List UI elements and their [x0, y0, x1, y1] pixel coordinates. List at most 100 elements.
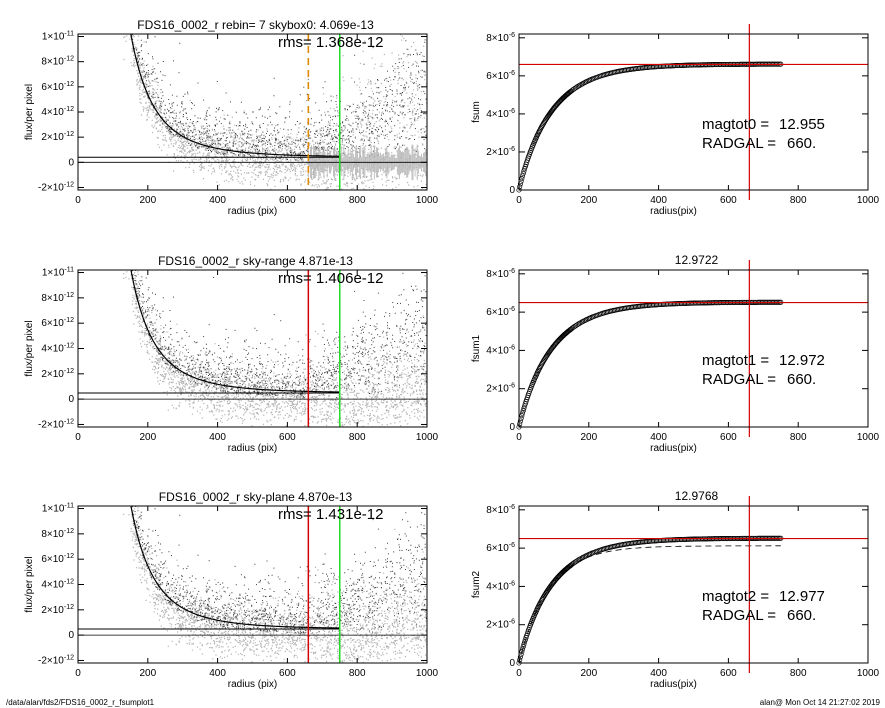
- y-axis-label: flux/per pixel: [24, 556, 35, 612]
- x-axis-label: radius(pix): [650, 206, 697, 217]
- magtot-label: magtot1 =: [702, 352, 769, 369]
- xtick-label: 600: [720, 668, 737, 679]
- xtick-label: 800: [349, 668, 366, 679]
- xtick-label: 1000: [857, 432, 880, 443]
- fsum-ytick-label-3: 2×10-6: [486, 383, 515, 395]
- flux-ytick-label-1: 8×10-12: [41, 56, 74, 68]
- fsum-point: [519, 649, 525, 655]
- flux-ytick-text-6: -2×10-12: [38, 181, 74, 193]
- flux-panel-2: 0 200 400 600 800 1000 1×10-11 8×10-12 6×10-12 4×…: [24, 254, 439, 454]
- flux-ytick-text-0: 1×10-11: [42, 31, 74, 43]
- fsum-ytick-label-0: 8×10-6: [486, 504, 515, 516]
- fsum-ytick-label-2: 4×10-6: [486, 580, 515, 592]
- magtot-label: magtot2 =: [702, 588, 769, 605]
- xtick-label: 200: [580, 668, 597, 679]
- x-axis-label: radius(pix): [650, 443, 697, 454]
- fsum-ytick-label-1: 6×10-6: [486, 306, 515, 318]
- flux-ytick-text-4: 2×10-12: [41, 604, 74, 616]
- x-axis-label: radius (pix): [228, 206, 277, 217]
- xtick-label: 200: [139, 432, 156, 443]
- plot-area: [78, 270, 427, 427]
- profile-curve: [130, 34, 340, 157]
- fsum-point: [522, 164, 528, 170]
- radgal-value: 660.: [787, 371, 816, 388]
- fsum-point: [521, 405, 527, 411]
- flux-ytick-text-1: 8×10-12: [41, 56, 74, 68]
- fsum-ytick-label-1: 6×10-6: [486, 70, 515, 82]
- axes-frame: [518, 505, 869, 664]
- flux-ytick-label-1: 8×10-12: [41, 528, 74, 540]
- flux-ytick-text-5: 0: [68, 394, 74, 405]
- footer-timestamp: alan@ Mon Oct 14 21:27:02 2019: [760, 698, 881, 707]
- flux-panel-1: 0 200 400 600 800 1000 1×10-11 8×10-12 6×10-12 4×…: [24, 18, 439, 217]
- radgal-label: RADGAL =: [702, 607, 776, 624]
- dark-scatter-points: [130, 506, 427, 634]
- fsum-point: [519, 410, 526, 416]
- flux-ytick-label-5: 0: [68, 394, 74, 405]
- fsum-ytick-text-0: 8×10-6: [486, 32, 515, 44]
- fsum-ytick-text-3: 2×10-6: [486, 146, 515, 158]
- xtick-label: 1000: [857, 195, 880, 206]
- plot-area: [78, 34, 427, 190]
- fsum-ytick-label-1: 6×10-6: [486, 542, 515, 554]
- rms-annotation: rms= 1.431e-12: [278, 506, 383, 523]
- flux-panel-3: 0 200 400 600 800 1000 1×10-11 8×10-12 6×10-12 4×…: [24, 490, 439, 690]
- flux-ytick-label-2: 6×10-12: [41, 553, 74, 565]
- fsum-ytick-text-4: 0: [509, 185, 515, 196]
- xtick-label: 0: [75, 432, 81, 443]
- fsum-point: [574, 84, 580, 90]
- fsum-point: [520, 408, 526, 414]
- fsum-ytick-label-4: 0: [509, 185, 515, 196]
- flux-ytick-label-6: -2×10-12: [38, 181, 74, 193]
- fsum-point: [520, 170, 526, 177]
- flux-ytick-label-6: -2×10-12: [38, 418, 74, 430]
- profile-curve: [130, 506, 340, 629]
- flux-ytick-text-5: 0: [68, 157, 74, 168]
- fsum-ytick-text-2: 4×10-6: [486, 108, 515, 120]
- fsum-ytick-text-0: 8×10-6: [486, 504, 515, 516]
- flux-ytick-text-2: 6×10-12: [41, 81, 74, 93]
- flux-ytick-label-4: 2×10-12: [41, 131, 74, 143]
- flux-ytick-label-2: 6×10-12: [41, 317, 74, 329]
- panel-title: FDS16_0002_r sky-plane 4.870e-13: [159, 490, 353, 504]
- fsum-point: [574, 558, 580, 564]
- xtick-label: 1000: [857, 668, 880, 679]
- panel-title: 12.9768: [675, 489, 719, 503]
- xtick-label: 800: [790, 195, 807, 206]
- fsum-point: [521, 168, 527, 174]
- light-scatter-points: [123, 270, 427, 427]
- fsum-point: [519, 646, 526, 652]
- fsum-ytick-label-2: 4×10-6: [486, 108, 515, 120]
- profile-curve: [130, 270, 340, 393]
- xtick-label: 400: [650, 195, 667, 206]
- flux-ytick-text-4: 2×10-12: [41, 131, 74, 143]
- fsum-ytick-label-4: 0: [509, 422, 515, 433]
- fsum-point: [517, 657, 523, 663]
- flux-ytick-text-3: 4×10-12: [41, 579, 74, 591]
- radgal-label: RADGAL =: [702, 135, 776, 152]
- fsum-ytick-label-2: 4×10-6: [486, 344, 515, 356]
- flux-ytick-text-6: -2×10-12: [38, 418, 74, 430]
- xtick-label: 400: [650, 668, 667, 679]
- magtot-label: magtot0 =: [702, 116, 769, 133]
- flux-ytick-text-0: 1×10-11: [42, 267, 74, 279]
- y-axis-label: fsum: [471, 101, 482, 123]
- xtick-label: 400: [650, 432, 667, 443]
- flux-ytick-label-3: 4×10-12: [41, 579, 74, 591]
- panel-title: 12.9722: [675, 253, 719, 267]
- xtick-label: 200: [139, 195, 156, 206]
- magtot-value: 12.955: [779, 116, 825, 133]
- fsum-point: [519, 413, 525, 419]
- xtick-label: 400: [209, 432, 226, 443]
- xtick-label: 800: [790, 432, 807, 443]
- axes-frame: [518, 269, 869, 428]
- panel-title: FDS16_0002_r sky-range 4.871e-13: [158, 254, 353, 268]
- fsum-ytick-label-3: 2×10-6: [486, 619, 515, 631]
- magtot-value: 12.972: [779, 352, 825, 369]
- xtick-label: 0: [75, 668, 81, 679]
- fsum-ytick-text-2: 4×10-6: [486, 344, 515, 356]
- axes-frame: [518, 33, 869, 191]
- flux-ytick-label-5: 0: [68, 157, 74, 168]
- flux-ytick-label-2: 6×10-12: [41, 81, 74, 93]
- fsum-point: [520, 644, 526, 650]
